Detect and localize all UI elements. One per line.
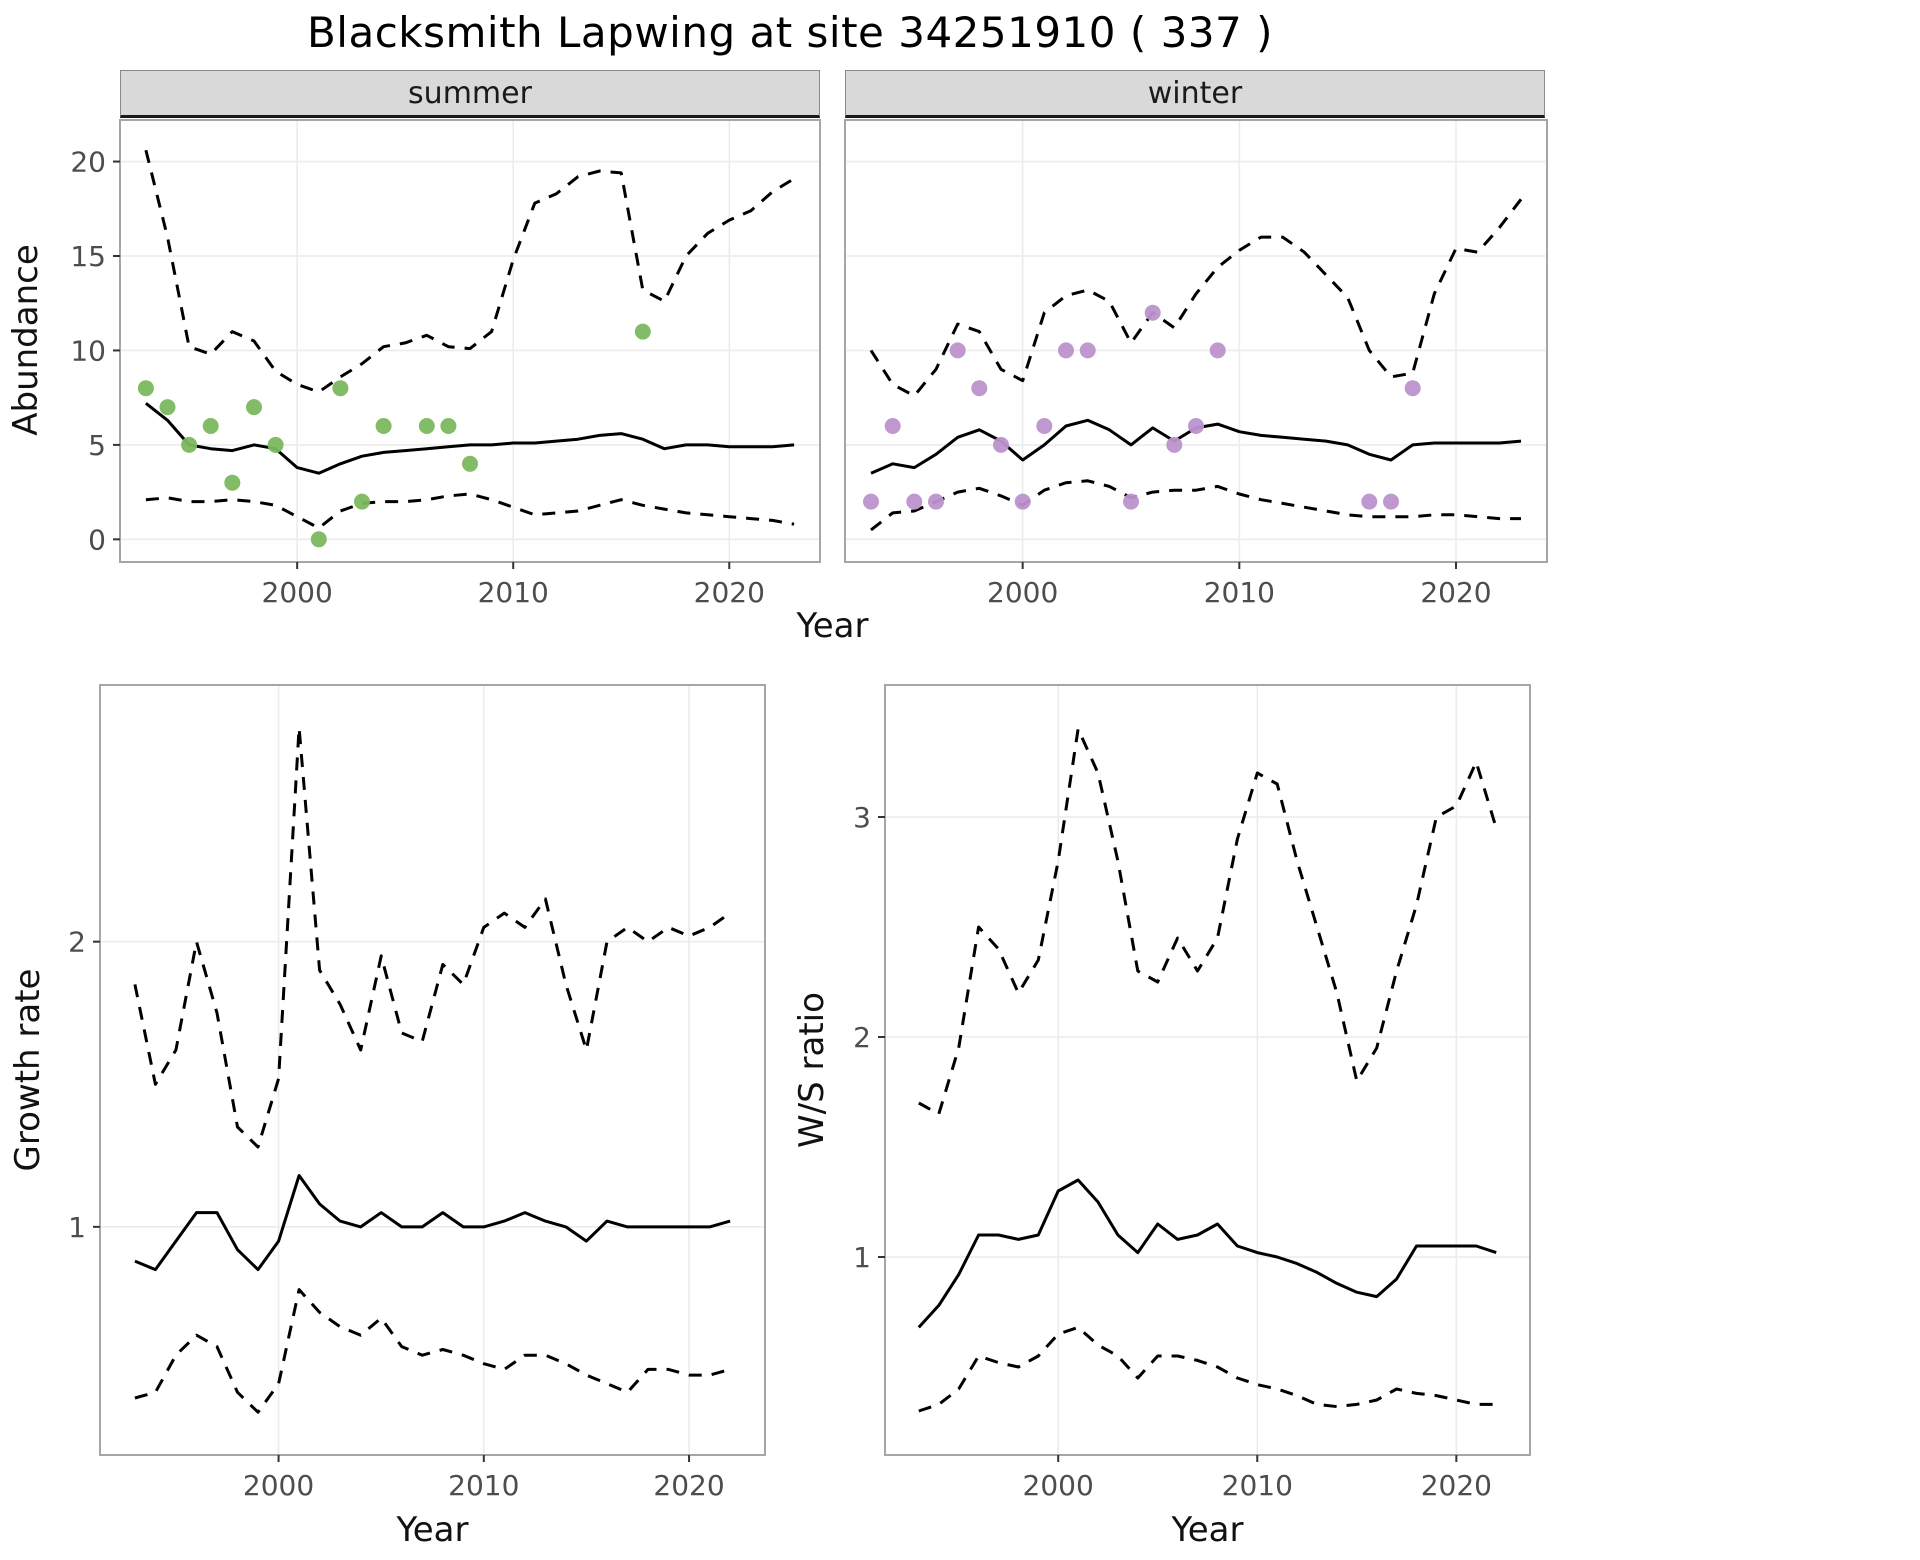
svg-text:2010: 2010 bbox=[448, 1469, 519, 1502]
svg-text:20: 20 bbox=[70, 146, 106, 179]
ws-ratio-axis-label: W/S ratio bbox=[792, 992, 832, 1148]
growth-rate-axis-label: Growth rate bbox=[8, 968, 48, 1172]
svg-text:2010: 2010 bbox=[1222, 1469, 1293, 1502]
facet-strip-winter: winter bbox=[845, 70, 1545, 118]
abundance-axis-label: Abundance bbox=[6, 244, 46, 436]
svg-text:2000: 2000 bbox=[262, 576, 333, 609]
svg-text:10: 10 bbox=[70, 334, 106, 367]
svg-text:2: 2 bbox=[68, 926, 86, 959]
svg-text:1: 1 bbox=[853, 1241, 871, 1274]
svg-text:5: 5 bbox=[88, 429, 106, 462]
facet-label-summer: summer bbox=[408, 75, 532, 111]
svg-text:3: 3 bbox=[853, 801, 871, 834]
year-axis-label-top: Year bbox=[796, 606, 869, 646]
abundance-winter-chart: 2000 2010 2020 bbox=[844, 119, 1548, 609]
growth-rate-chart: 2000 2010 2020 1 2 bbox=[68, 684, 766, 1502]
svg-text:0: 0 bbox=[88, 523, 106, 556]
svg-text:2000: 2000 bbox=[243, 1469, 314, 1502]
svg-text:2020: 2020 bbox=[653, 1469, 724, 1502]
ws-ratio-chart: 2000 2010 2020 1 2 3 bbox=[853, 684, 1531, 1502]
facet-strip-summer: summer bbox=[120, 70, 820, 118]
year-axis-label-growth: Year bbox=[396, 1510, 469, 1550]
svg-text:2000: 2000 bbox=[987, 576, 1058, 609]
svg-text:2020: 2020 bbox=[1421, 1469, 1492, 1502]
svg-text:15: 15 bbox=[70, 240, 106, 273]
facet-label-winter: winter bbox=[1147, 75, 1243, 111]
svg-text:2000: 2000 bbox=[1023, 1469, 1094, 1502]
chart-title: Blacksmith Lapwing at site 34251910 ( 33… bbox=[306, 8, 1273, 57]
svg-text:2020: 2020 bbox=[1420, 576, 1491, 609]
year-axis-label-ws: Year bbox=[1171, 1510, 1244, 1550]
svg-text:2020: 2020 bbox=[694, 576, 765, 609]
svg-text:2010: 2010 bbox=[478, 576, 549, 609]
abundance-summer-chart: 2000 2010 2020 0 5 10 15 20 bbox=[70, 119, 821, 609]
svg-text:1: 1 bbox=[68, 1211, 86, 1244]
svg-text:2: 2 bbox=[853, 1021, 871, 1054]
svg-text:2010: 2010 bbox=[1204, 576, 1275, 609]
